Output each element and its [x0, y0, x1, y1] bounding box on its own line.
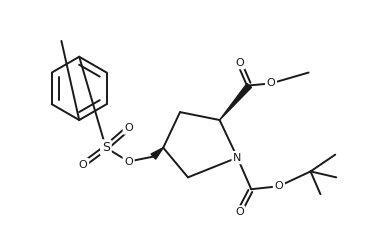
Text: O: O [266, 78, 275, 88]
Text: O: O [235, 58, 244, 68]
Text: O: O [79, 159, 88, 170]
Text: O: O [235, 207, 244, 217]
Text: N: N [233, 153, 241, 163]
Text: O: O [124, 123, 133, 133]
Text: O: O [275, 181, 283, 191]
Text: O: O [124, 156, 133, 166]
Polygon shape [219, 84, 251, 120]
Text: S: S [102, 141, 110, 154]
Polygon shape [151, 148, 163, 159]
